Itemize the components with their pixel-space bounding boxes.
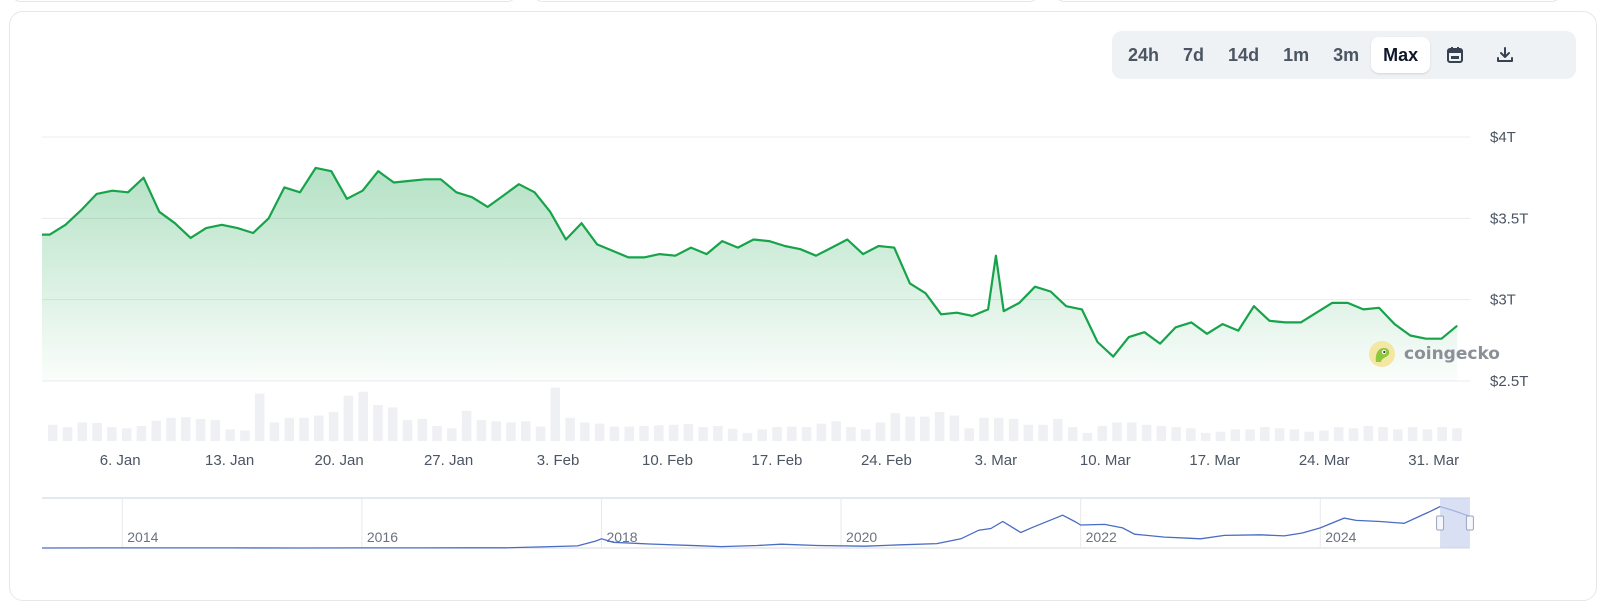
range-button-14d[interactable]: 14d bbox=[1228, 44, 1260, 65]
range-button-max[interactable]: Max bbox=[1371, 37, 1431, 73]
watermark-text: coingecko bbox=[1404, 344, 1500, 364]
top-card-1 bbox=[10, 0, 518, 2]
range-button-24h[interactable]: 24h bbox=[1128, 44, 1160, 65]
range-button-7d[interactable]: 7d bbox=[1183, 44, 1205, 65]
gecko-logo-icon bbox=[1369, 341, 1395, 367]
top-card-3 bbox=[1054, 0, 1562, 2]
top-card-2 bbox=[532, 0, 1040, 2]
calendar-icon[interactable] bbox=[1430, 37, 1480, 73]
range-button-3m[interactable]: 3m bbox=[1333, 44, 1360, 65]
coingecko-watermark: coingecko bbox=[1368, 340, 1500, 368]
market-cap-chart-card bbox=[9, 11, 1597, 601]
download-icon[interactable] bbox=[1480, 37, 1530, 73]
range-button-1m[interactable]: 1m bbox=[1283, 44, 1310, 65]
time-range-selector: 24h 7d 14d 1m 3m Max bbox=[1112, 31, 1576, 79]
